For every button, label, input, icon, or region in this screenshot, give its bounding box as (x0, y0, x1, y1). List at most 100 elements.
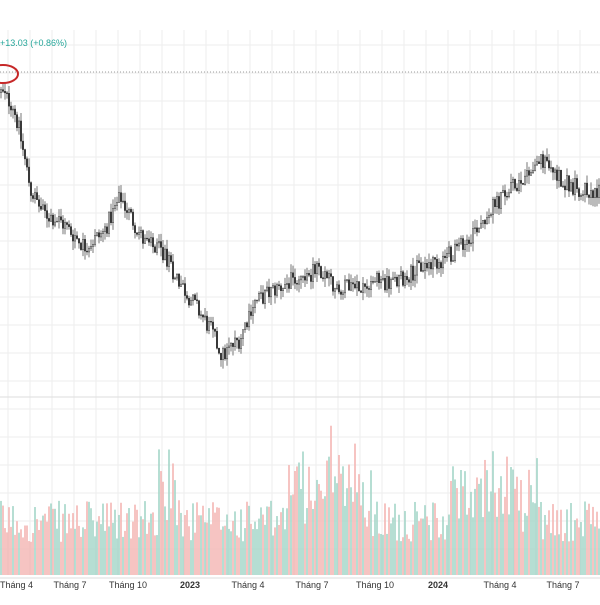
volume-bar (18, 532, 20, 575)
volume-bar (448, 514, 450, 575)
volume-bar (234, 511, 236, 575)
volume-bar (328, 456, 330, 575)
candle-body (212, 321, 214, 330)
volume-bar (52, 508, 54, 575)
candle-body (442, 255, 444, 269)
volume-bar (72, 513, 74, 575)
candle-body (46, 210, 48, 219)
volume-bar (572, 540, 574, 575)
volume-bar (522, 531, 524, 575)
candle-body (316, 262, 318, 275)
candle-body (432, 257, 434, 270)
candle-body (234, 337, 236, 347)
candle-body (338, 284, 340, 293)
volume-bar (330, 425, 332, 575)
candle-body (388, 276, 390, 289)
volume-bar (270, 500, 272, 575)
volume-bar (26, 525, 28, 575)
volume-bar (500, 476, 502, 575)
x-tick-label: Tháng 4 (0, 580, 33, 590)
volume-bar (486, 470, 488, 575)
volume-bar (170, 508, 172, 575)
candle-body (138, 232, 140, 235)
volume-bar (38, 529, 40, 575)
volume-bar (362, 482, 364, 575)
volume-bar (418, 521, 420, 575)
volume-bar (28, 541, 30, 575)
volume-bar (554, 535, 556, 575)
volume-bar (524, 513, 526, 575)
candle-body (528, 170, 530, 176)
volume-bar (444, 539, 446, 575)
volume-bar (590, 524, 592, 575)
volume-bar (334, 476, 336, 575)
volume-bar (100, 524, 102, 575)
volume-bar (426, 516, 428, 575)
volume-bar (188, 526, 190, 575)
candle-body (58, 216, 60, 222)
volume-bar (560, 509, 562, 575)
candle-body (584, 182, 586, 195)
candle-body (590, 190, 592, 198)
candle-body (182, 283, 184, 285)
candle-body (226, 347, 228, 360)
volume-bar (480, 478, 482, 575)
volume-bar (476, 477, 478, 575)
volume-bar (548, 510, 550, 575)
candle-body (434, 257, 436, 260)
volume-bar (220, 529, 222, 575)
candle-body (444, 255, 446, 258)
candle-body (76, 235, 78, 239)
candle-body (566, 175, 568, 191)
candle-body (72, 234, 74, 242)
volume-bar (394, 503, 396, 575)
volume-bar (510, 467, 512, 575)
candle-body (416, 260, 418, 276)
candle-body (386, 276, 388, 291)
volume-bar (256, 529, 258, 575)
candle-body (100, 233, 102, 238)
candle-body (564, 185, 566, 191)
candle-body (322, 277, 324, 279)
volume-bar (430, 540, 432, 575)
x-tick-label: Tháng 10 (356, 580, 394, 590)
candle-body (474, 227, 476, 229)
candle-body (162, 247, 164, 261)
candle-body (198, 300, 200, 316)
candle-body (208, 321, 210, 331)
volume-bar (472, 517, 474, 575)
volume-bar (454, 479, 456, 575)
x-tick-label: Tháng 4 (231, 580, 264, 590)
candle-body (142, 230, 144, 244)
volume-bar (160, 471, 162, 575)
candle-body (10, 105, 12, 111)
candle-body (158, 241, 160, 244)
volume-bar (242, 541, 244, 575)
volume-bar (288, 465, 290, 575)
volume-bar (536, 458, 538, 575)
candle-body (422, 270, 424, 272)
candle-body (372, 281, 374, 283)
candle-body (32, 195, 34, 199)
candle-body (396, 276, 398, 287)
volume-bar (498, 488, 500, 575)
candle-body (586, 182, 588, 196)
candle-body (478, 227, 480, 233)
candle-body (428, 262, 430, 269)
candle-body (136, 232, 138, 235)
volume-bar (482, 517, 484, 575)
volume-bar (110, 502, 112, 575)
volume-bar (186, 510, 188, 575)
candle-body (448, 246, 450, 254)
candle-body (538, 161, 540, 164)
volume-bar (336, 483, 338, 575)
volume-bar (474, 488, 476, 575)
candle-body (68, 224, 70, 227)
volume-bar (142, 519, 144, 575)
candle-body (540, 154, 542, 164)
candle-body (244, 322, 246, 330)
candle-body (62, 219, 64, 229)
volume-bar (54, 508, 56, 575)
